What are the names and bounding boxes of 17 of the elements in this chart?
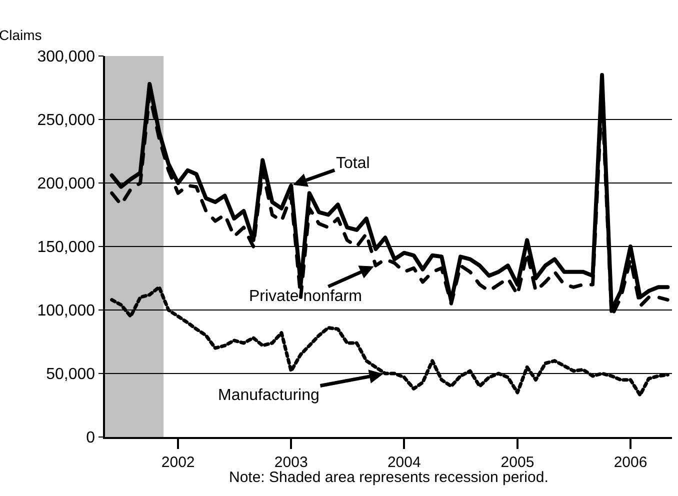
y-tick-label: 50,000 — [46, 366, 96, 384]
x-tick-label: 2002 — [161, 454, 195, 471]
x-tick-label: 2003 — [274, 454, 308, 471]
annotation: Private nonfarm — [249, 288, 362, 305]
y-tick-label: 250,000 — [37, 112, 96, 130]
x-tick-label: 2006 — [614, 454, 648, 471]
y-tick-label: 300,000 — [37, 48, 96, 66]
x-tick-label: 2004 — [387, 454, 421, 471]
y-tick-label: 200,000 — [37, 176, 96, 193]
y-tick-label: 100,000 — [37, 302, 96, 320]
y-axis-title: Claims — [0, 27, 42, 43]
y-tick-label: 150,000 — [37, 239, 96, 256]
y-tick-label: 0 — [86, 430, 96, 447]
annotation: Manufacturing — [218, 387, 320, 404]
text: Note: Shaded area represents recession period. — [229, 469, 548, 486]
x-tick-label: 2005 — [500, 454, 534, 471]
annotation: Total — [336, 155, 370, 172]
